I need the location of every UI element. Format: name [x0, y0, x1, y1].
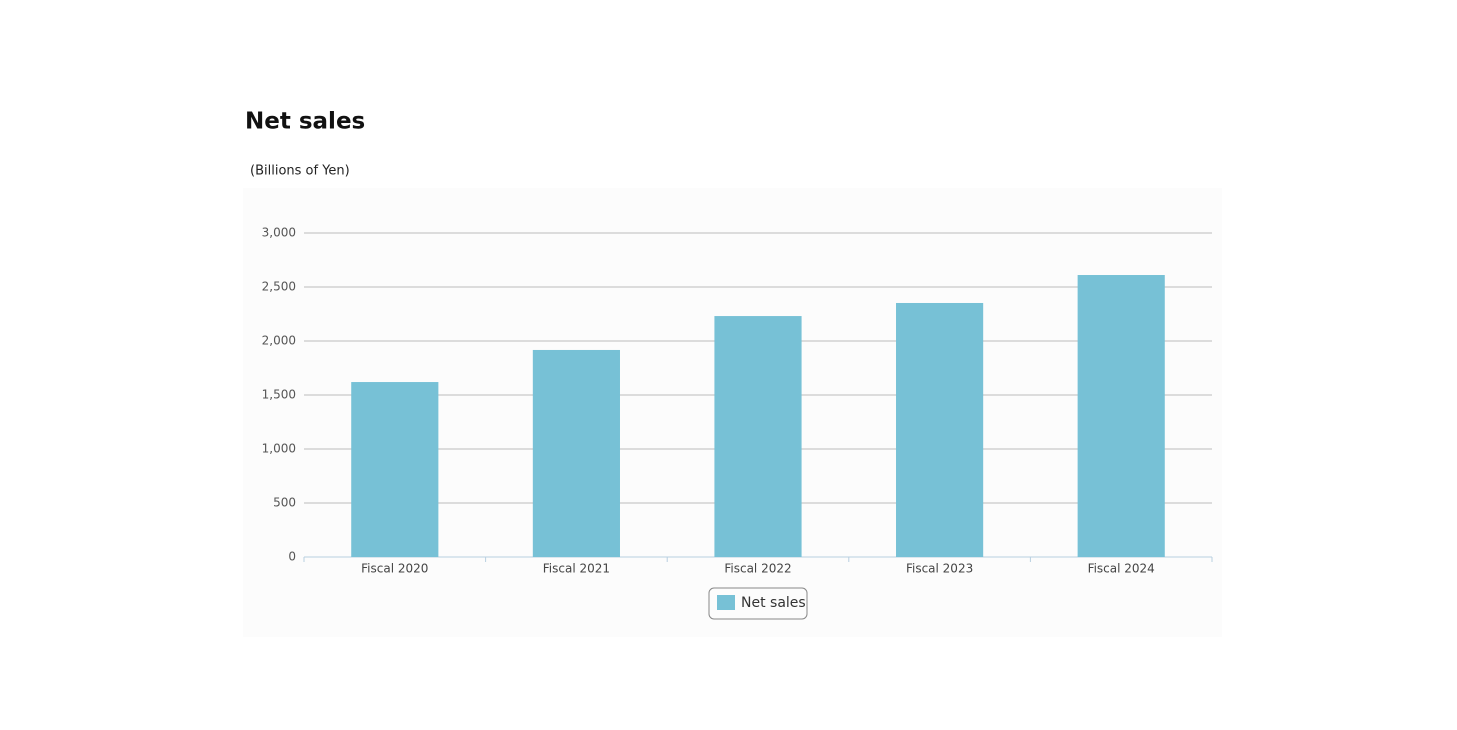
y-tick-label: 3,000 — [262, 226, 296, 240]
x-tick-label: Fiscal 2022 — [724, 562, 791, 576]
x-tick-label: Fiscal 2024 — [1088, 562, 1155, 576]
legend-swatch — [717, 595, 735, 610]
bar — [714, 316, 802, 557]
legend-box — [708, 587, 808, 620]
y-tick-label: 0 — [288, 550, 296, 564]
x-tick-label: Fiscal 2023 — [906, 562, 973, 576]
y-tick-label: 500 — [273, 496, 296, 510]
bar — [1077, 275, 1165, 557]
x-tick-label: Fiscal 2021 — [543, 562, 610, 576]
y-tick-label: 1,500 — [262, 388, 296, 402]
chart-title: Net sales — [245, 109, 365, 135]
bar — [351, 382, 439, 557]
legend-label: Net sales — [741, 595, 806, 611]
y-tick-label: 1,000 — [262, 442, 296, 456]
y-tick-label: 2,000 — [262, 334, 296, 348]
bar — [896, 302, 984, 557]
x-tick-label: Fiscal 2020 — [361, 562, 428, 576]
chart-subtitle: (Billions of Yen) — [250, 164, 350, 179]
y-tick-label: 2,500 — [262, 280, 296, 294]
bar — [532, 349, 620, 557]
